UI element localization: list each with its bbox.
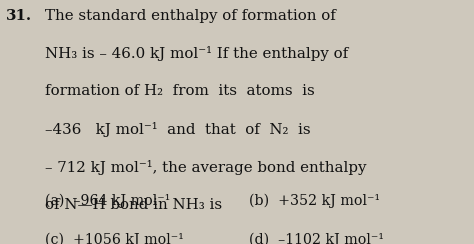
Text: (b)  +352 kJ mol⁻¹: (b) +352 kJ mol⁻¹	[249, 194, 380, 208]
Text: 31.: 31.	[6, 9, 32, 22]
Text: of N—H bond in NH₃ is: of N—H bond in NH₃ is	[45, 198, 222, 212]
Text: (d)  –1102 kJ mol⁻¹: (d) –1102 kJ mol⁻¹	[249, 232, 384, 244]
Text: The standard enthalpy of formation of: The standard enthalpy of formation of	[45, 9, 336, 22]
Text: formation of H₂  from  its  atoms  is: formation of H₂ from its atoms is	[45, 84, 315, 98]
Text: (a)  –964 kJ mol⁻¹: (a) –964 kJ mol⁻¹	[45, 194, 171, 208]
Text: – 712 kJ mol⁻¹, the average bond enthalpy: – 712 kJ mol⁻¹, the average bond enthalp…	[45, 160, 366, 175]
Text: NH₃ is – 46.0 kJ mol⁻¹ If the enthalpy of: NH₃ is – 46.0 kJ mol⁻¹ If the enthalpy o…	[45, 46, 348, 61]
Text: (c)  +1056 kJ mol⁻¹: (c) +1056 kJ mol⁻¹	[45, 232, 184, 244]
Text: –436   kJ mol⁻¹  and  that  of  N₂  is: –436 kJ mol⁻¹ and that of N₂ is	[45, 122, 310, 137]
